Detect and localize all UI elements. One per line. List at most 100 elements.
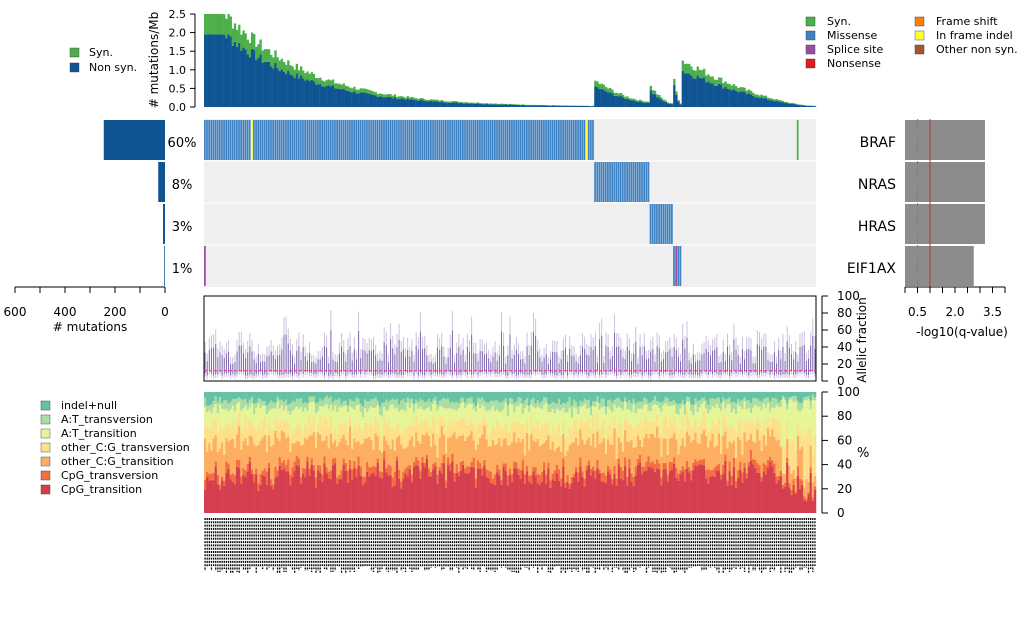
spectrum-segment — [444, 480, 448, 488]
spectrum-segment — [803, 487, 806, 497]
spectrum-segment — [334, 463, 337, 513]
spectrum-segment — [540, 401, 544, 409]
spectrum-segment — [572, 473, 576, 478]
spectrum-segment — [813, 392, 817, 398]
syn-rate-bar — [630, 98, 633, 101]
mutation-cell — [231, 120, 234, 160]
syn-rate-bar — [216, 14, 220, 35]
syn-rate-bar — [596, 81, 599, 88]
nonsyn-rate-bar — [749, 94, 753, 107]
syn-rate-bar — [223, 14, 226, 35]
spectrum-segment — [615, 485, 618, 513]
spectrum-segment — [376, 392, 380, 401]
syn-rate-bar — [711, 76, 714, 84]
spectrum-segment — [404, 473, 407, 513]
syn-rate-bar — [796, 104, 800, 105]
spectrum-segment — [372, 465, 375, 473]
spectrum-segment — [511, 481, 514, 513]
syn-rate-bar — [372, 91, 375, 95]
spectrum-segment — [483, 406, 486, 416]
mutation-cell — [451, 120, 454, 160]
nonsyn-rate-bar — [777, 101, 780, 107]
spectrum-segment — [314, 431, 318, 449]
spectrum-segment — [773, 472, 776, 513]
mutation-cell — [317, 120, 319, 160]
nonsyn-rate-bar — [304, 80, 307, 107]
spectrum-segment — [773, 418, 776, 438]
syn-rate-bar — [636, 100, 640, 102]
spectrum-segment — [508, 403, 512, 430]
spectrum-segment — [285, 464, 288, 472]
spectrum-segment — [688, 467, 691, 473]
count-tick-label: 0 — [161, 305, 169, 319]
spectrum-segment — [675, 477, 678, 513]
spectrum-segment — [483, 459, 486, 466]
spectrum-segment — [206, 412, 209, 426]
spectrum-segment — [383, 406, 386, 419]
spectrum-segment — [504, 392, 508, 399]
allelic-tick-label: 20 — [837, 357, 852, 371]
spectrum-segment — [385, 472, 388, 513]
spectrum-segment — [720, 479, 723, 513]
syn-rate-bar — [297, 70, 301, 79]
spectrum-segment — [564, 392, 567, 404]
spectrum-segment — [666, 454, 670, 475]
spectrum-segment — [415, 432, 418, 457]
spectrum-segment — [543, 405, 546, 425]
spectrum-segment — [568, 407, 572, 428]
nonsyn-rate-bar — [342, 88, 345, 107]
spectrum-segment — [502, 466, 505, 513]
spectrum-segment — [662, 463, 665, 470]
spectrum-segment — [658, 437, 661, 464]
mutation-cell — [557, 120, 560, 160]
nonsyn-rate-bar — [607, 92, 610, 107]
spectrum-segment — [647, 438, 650, 457]
spectrum-segment — [449, 419, 452, 438]
spectrum-segment — [713, 447, 717, 468]
spectrum-segment — [376, 462, 380, 513]
mutation-cell — [508, 120, 511, 160]
mutation-cell — [600, 162, 603, 202]
spectrum-segment — [677, 432, 680, 455]
spectrum-segment — [777, 439, 780, 476]
spectrum-segment — [312, 401, 316, 415]
syn-rate-bar — [436, 99, 439, 102]
spectrum-segment — [472, 467, 476, 513]
spectrum-segment — [221, 476, 224, 481]
mutation-cell — [216, 120, 219, 160]
nonsyn-rate-bar — [645, 102, 648, 107]
spectrum-segment — [376, 404, 380, 422]
nonsyn-rate-bar — [212, 34, 215, 107]
nonsyn-rate-bar — [540, 105, 544, 107]
spectrum-segment — [308, 392, 311, 397]
spectrum-segment — [643, 437, 646, 467]
spectrum-segment — [602, 406, 606, 420]
spectrum-segment — [344, 470, 348, 513]
spectrum-segment — [263, 415, 267, 435]
mutation-cell — [295, 120, 298, 160]
spectrum-segment — [790, 392, 793, 397]
mutation-cell — [641, 162, 643, 202]
spectrum-segment — [476, 468, 480, 513]
syn-rate-bar — [306, 71, 309, 80]
spectrum-segment — [398, 392, 401, 405]
syn-rate-bar — [319, 77, 322, 85]
spectrum-segment — [792, 469, 795, 480]
spectrum-segment — [636, 464, 640, 513]
nonsyn-rate-bar — [670, 104, 674, 107]
spectrum-segment — [675, 439, 678, 468]
spectrum-segment — [575, 392, 578, 402]
syn-rate-bar — [658, 94, 661, 98]
spectrum-segment — [628, 458, 631, 468]
mutation-cell — [412, 120, 415, 160]
spectrum-segment — [464, 417, 467, 441]
nonsyn-rate-bar — [293, 77, 296, 107]
spectrum-segment — [679, 402, 682, 409]
qvalue-tick-label: 3.5 — [983, 305, 1002, 319]
spectrum-segment — [338, 474, 341, 480]
syn-rate-bar — [607, 88, 610, 93]
syn-rate-bar — [459, 101, 463, 103]
spectrum-segment — [611, 444, 614, 480]
spectrum-segment — [720, 410, 723, 437]
syn-rate-bar — [483, 103, 486, 105]
